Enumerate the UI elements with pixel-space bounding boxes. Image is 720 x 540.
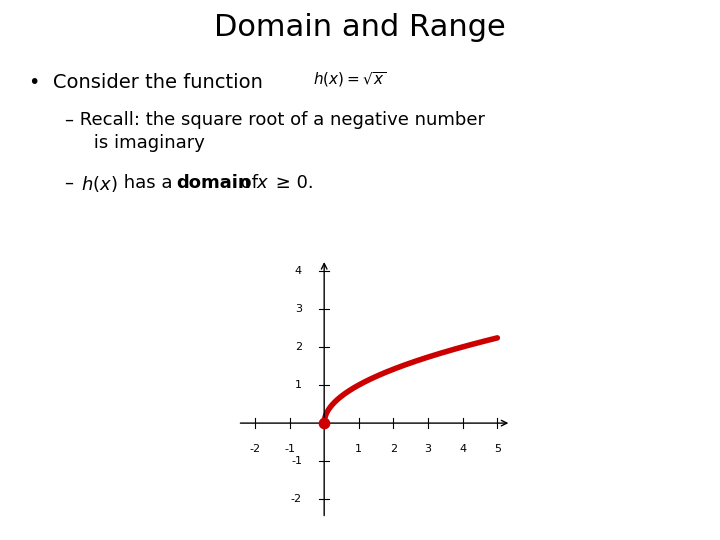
Text: has a: has a <box>118 174 179 192</box>
Text: 1: 1 <box>355 444 362 454</box>
Text: –: – <box>65 174 79 192</box>
Text: – Recall: the square root of a negative number
     is imaginary: – Recall: the square root of a negative … <box>65 111 485 152</box>
Text: -1: -1 <box>291 456 302 466</box>
Text: 3: 3 <box>295 304 302 314</box>
Text: 4: 4 <box>295 266 302 275</box>
Text: Domain and Range: Domain and Range <box>214 14 506 43</box>
Text: -1: -1 <box>284 444 295 454</box>
Text: of: of <box>235 174 264 192</box>
Text: 2: 2 <box>390 444 397 454</box>
Text: 3: 3 <box>425 444 431 454</box>
Text: •  Consider the function: • Consider the function <box>29 73 263 92</box>
Text: ≥ 0.: ≥ 0. <box>270 174 314 192</box>
Text: $x$: $x$ <box>256 174 269 192</box>
Text: -2: -2 <box>249 444 261 454</box>
Text: 1: 1 <box>295 380 302 390</box>
Text: 5: 5 <box>494 444 501 454</box>
Text: $h(x) = \sqrt{x}$: $h(x) = \sqrt{x}$ <box>313 70 387 89</box>
Text: $h(x)$: $h(x)$ <box>81 174 117 194</box>
Text: 4: 4 <box>459 444 467 454</box>
Text: domain: domain <box>176 174 251 192</box>
Text: -2: -2 <box>291 494 302 504</box>
Text: 2: 2 <box>295 342 302 352</box>
Point <box>318 419 330 428</box>
